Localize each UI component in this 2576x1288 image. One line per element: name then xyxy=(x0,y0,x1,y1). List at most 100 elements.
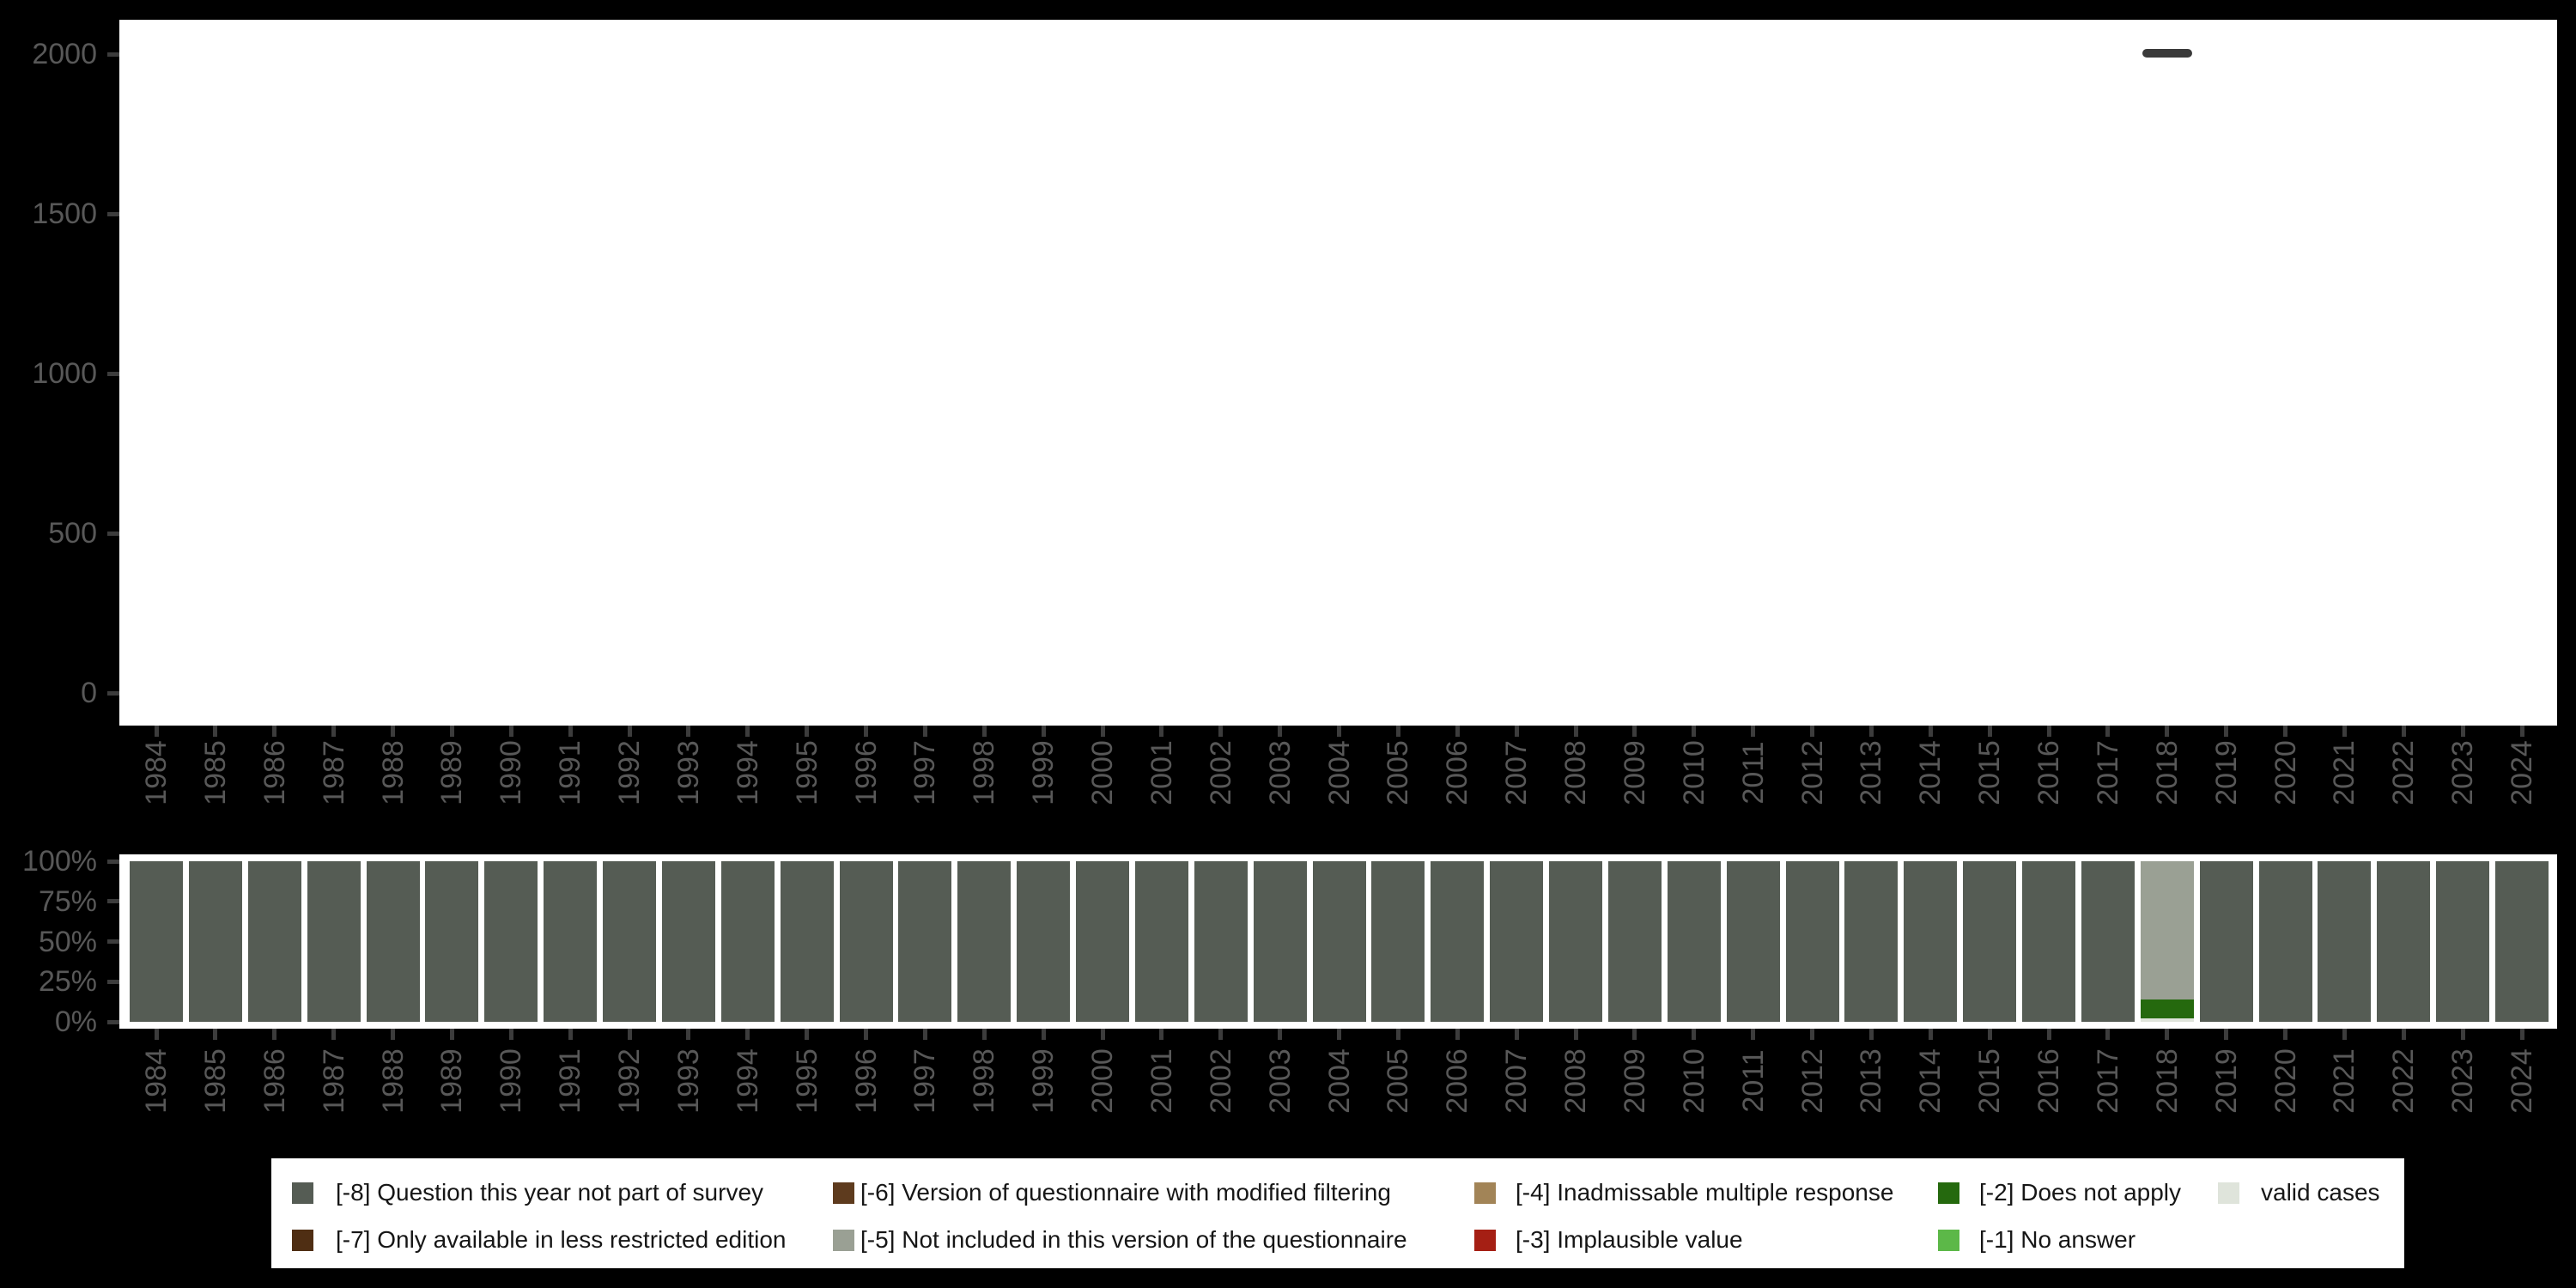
x-axis-tick-top-chart xyxy=(1337,726,1341,737)
bar-segment-m8 xyxy=(2081,861,2135,1022)
x-axis-year-label-top-chart: 2017 xyxy=(2091,740,2124,805)
x-axis-tick-top-chart xyxy=(1573,726,1578,737)
x-axis-tick-bottom-chart xyxy=(1100,1029,1105,1040)
x-axis-tick-top-chart xyxy=(1810,726,1814,737)
x-axis-year-label-top-chart: 2008 xyxy=(1559,740,1592,805)
x-axis-year-label-top-chart: 2011 xyxy=(1736,741,1770,805)
x-axis-tick-top-chart xyxy=(272,726,277,737)
x-axis-year-label-top-chart: 1998 xyxy=(968,740,1001,805)
x-axis-year-label-bottom-chart: 2021 xyxy=(2328,1048,2361,1114)
legend-label-m7: [-7] Only available in less restricted e… xyxy=(336,1226,787,1253)
bar-segment-m8 xyxy=(2377,861,2431,1022)
x-axis-tick-bottom-chart xyxy=(568,1029,573,1040)
bar-segment-m8 xyxy=(1667,861,1721,1022)
bar-segment-m8 xyxy=(130,861,183,1022)
bar-segment-m8 xyxy=(1076,861,1129,1022)
x-axis-year-label-bottom-chart: 2020 xyxy=(2269,1048,2302,1114)
cases-dash-marker xyxy=(2142,48,2192,58)
pct-axis-tick xyxy=(107,979,119,984)
x-axis-year-label-bottom-chart: 1986 xyxy=(258,1048,291,1114)
x-axis-year-label-bottom-chart: 1988 xyxy=(376,1048,410,1114)
x-axis-year-label-bottom-chart: 2012 xyxy=(1795,1048,1829,1114)
legend-swatch-m7 xyxy=(292,1229,313,1251)
x-axis-tick-top-chart xyxy=(922,726,927,737)
x-axis-year-label-bottom-chart: 2019 xyxy=(2209,1048,2243,1114)
x-axis-tick-bottom-chart xyxy=(272,1029,277,1040)
pct-axis-tick-label: 75% xyxy=(38,884,97,918)
x-axis-year-label-top-chart: 2020 xyxy=(2269,740,2302,805)
x-axis-tick-bottom-chart xyxy=(391,1029,395,1040)
legend-swatch-valid xyxy=(2218,1182,2239,1204)
x-axis-year-label-bottom-chart: 1990 xyxy=(495,1048,528,1114)
bar-segment-m8 xyxy=(957,861,1012,1022)
x-axis-year-label-bottom-chart: 1994 xyxy=(731,1048,764,1114)
y-axis-tick-label: 1500 xyxy=(32,197,97,230)
x-axis-tick-bottom-chart xyxy=(864,1029,868,1040)
pct-axis-tick-label: 25% xyxy=(38,965,97,999)
x-axis-tick-top-chart xyxy=(2283,726,2287,737)
x-axis-tick-bottom-chart xyxy=(2046,1029,2051,1040)
x-axis-tick-bottom-chart xyxy=(1810,1029,1814,1040)
x-axis-tick-bottom-chart xyxy=(1868,1029,1874,1040)
bar-segment-m8 xyxy=(1963,861,2017,1022)
x-axis-tick-top-chart xyxy=(508,726,513,737)
x-axis-tick-bottom-chart xyxy=(1632,1029,1637,1040)
x-axis-year-label-bottom-chart: 1991 xyxy=(554,1048,587,1114)
x-axis-tick-bottom-chart xyxy=(922,1029,927,1040)
x-axis-tick-bottom-chart xyxy=(1987,1029,1992,1040)
x-axis-year-label-top-chart: 2024 xyxy=(2506,740,2538,805)
x-axis-tick-bottom-chart xyxy=(1218,1029,1224,1040)
x-axis-tick-top-chart xyxy=(213,726,218,737)
x-axis-tick-top-chart xyxy=(1692,726,1697,737)
x-axis-year-label-top-chart: 1989 xyxy=(435,740,469,805)
bar-segment-m2 xyxy=(2140,999,2194,1019)
y-axis-tick xyxy=(107,52,119,57)
y-axis-tick xyxy=(107,371,119,376)
y-axis-tick-label: 2000 xyxy=(32,38,97,70)
x-axis-tick-bottom-chart xyxy=(1159,1029,1164,1040)
bar-segment-m8 xyxy=(425,861,479,1022)
x-axis-tick-top-chart xyxy=(2460,726,2465,737)
x-axis-year-label-bottom-chart: 2009 xyxy=(1618,1048,1651,1114)
x-axis-tick-top-chart xyxy=(1751,726,1756,737)
legend-label-m5: [-5] Not included in this version of the… xyxy=(860,1226,1407,1253)
x-axis-year-label-bottom-chart: 2005 xyxy=(1382,1048,1415,1114)
x-axis-tick-bottom-chart xyxy=(1455,1029,1460,1040)
x-axis-year-label-bottom-chart: 1989 xyxy=(435,1048,469,1114)
x-axis-year-label-top-chart: 2014 xyxy=(1914,740,1947,805)
legend-label-m8: [-8] Question this year not part of surv… xyxy=(336,1179,764,1206)
bar-segment-m8 xyxy=(2436,861,2490,1022)
x-axis-tick-bottom-chart xyxy=(627,1029,632,1040)
pct-axis-tick-label: 0% xyxy=(54,1005,97,1038)
x-axis-tick-bottom-chart xyxy=(2224,1029,2229,1040)
x-axis-tick-top-chart xyxy=(568,726,573,737)
bar-segment-m8 xyxy=(2318,861,2372,1022)
x-axis-tick-top-chart xyxy=(449,726,454,737)
x-axis-year-label-bottom-chart: 2014 xyxy=(1914,1048,1947,1114)
x-axis-year-label-top-chart: 2002 xyxy=(1204,740,1237,805)
y-axis-tick-label: 0 xyxy=(81,677,97,709)
bar-segment-m8 xyxy=(720,861,775,1022)
legend-label-m2: [-2] Does not apply xyxy=(1979,1179,2182,1206)
x-axis-tick-top-chart xyxy=(745,726,750,737)
x-axis-year-label-bottom-chart: 2006 xyxy=(1441,1048,1474,1114)
x-axis-year-label-bottom-chart: 1984 xyxy=(140,1048,173,1114)
x-axis-year-label-bottom-chart: 2001 xyxy=(1145,1048,1178,1114)
x-axis-year-label-bottom-chart: 2000 xyxy=(1086,1048,1119,1114)
x-axis-tick-bottom-chart xyxy=(686,1029,691,1040)
x-axis-year-label-top-chart: 2021 xyxy=(2328,740,2361,805)
x-axis-year-label-top-chart: 2018 xyxy=(2150,740,2184,805)
x-axis-year-label-top-chart: 2012 xyxy=(1795,740,1829,805)
legend-label-m3: [-3] Implausible value xyxy=(1516,1226,1743,1253)
legend-swatch-m8 xyxy=(292,1182,313,1204)
x-axis-tick-bottom-chart xyxy=(2342,1029,2347,1040)
x-axis-tick-top-chart xyxy=(2165,726,2170,737)
x-axis-tick-bottom-chart xyxy=(1692,1029,1697,1040)
bar-segment-m8 xyxy=(484,861,538,1022)
x-axis-tick-top-chart xyxy=(331,726,337,737)
pct-axis-tick xyxy=(107,939,119,944)
x-axis-tick-top-chart xyxy=(1100,726,1105,737)
x-axis-tick-bottom-chart xyxy=(981,1029,987,1040)
x-axis-year-label-bottom-chart: 1998 xyxy=(968,1048,1001,1114)
bar-segment-m8 xyxy=(1134,861,1188,1022)
